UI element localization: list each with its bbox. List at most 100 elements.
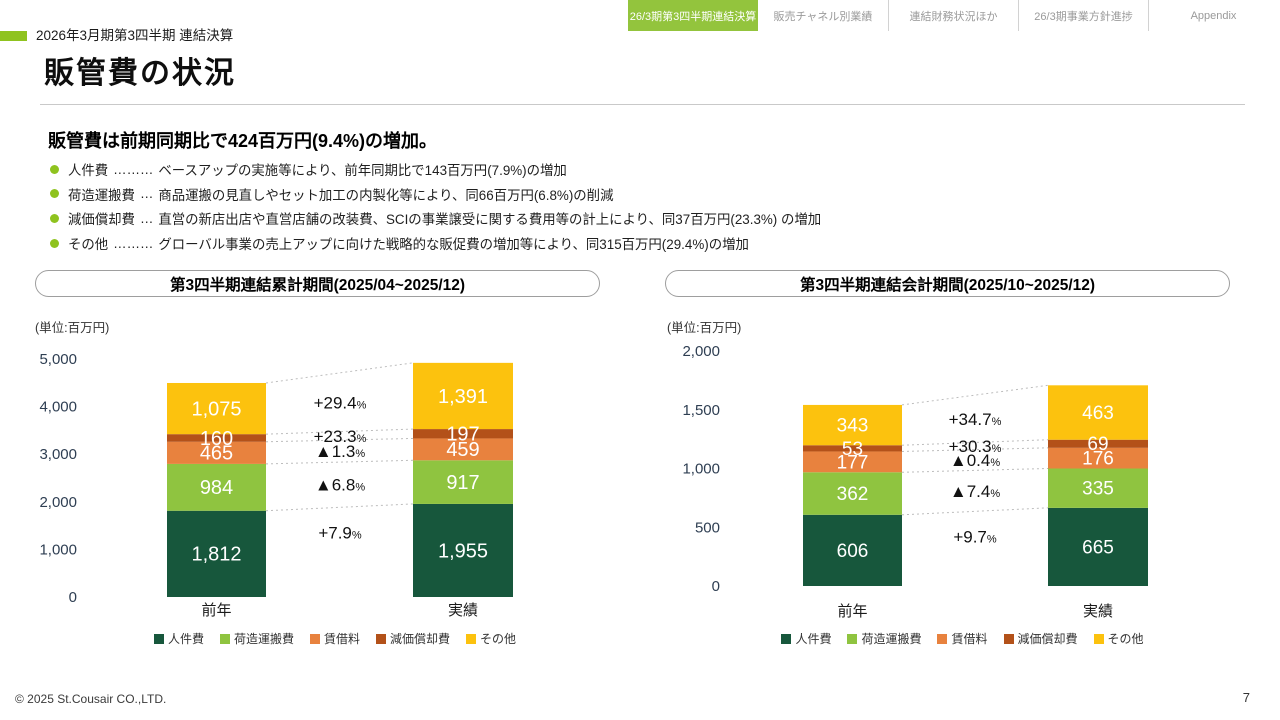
- y-tick-label: 2,000: [682, 343, 720, 360]
- bullet-leader: ………: [113, 161, 154, 177]
- legend-item-荷造運搬費: 荷造運搬費: [219, 630, 294, 647]
- bullet-description: ベースアップの実施等により、前年同期比で143百万円(7.9%)の増加: [158, 163, 567, 179]
- page-number: 7: [1242, 690, 1250, 705]
- nav-tab-4[interactable]: Appendix: [1148, 0, 1278, 31]
- value-label: 606: [837, 541, 869, 562]
- value-label: 1,075: [191, 398, 241, 420]
- connector-line: [901, 384, 1049, 406]
- value-label: 362: [837, 484, 869, 505]
- unit-label: (単位:百万円): [35, 320, 109, 335]
- value-label: 1,812: [191, 544, 241, 566]
- legend-item-人件費: 人件費: [781, 630, 831, 647]
- bullet-term: その他: [68, 237, 109, 253]
- bullet-term: 減価償却費: [68, 212, 135, 228]
- legend-swatch-icon: [847, 633, 858, 644]
- legend-swatch-icon: [1093, 633, 1104, 644]
- bar-segment-その他: [1048, 385, 1148, 440]
- nav-tab-1[interactable]: 販売チャネル別業績: [773, 10, 873, 23]
- change-label: +34.7%: [949, 410, 1002, 429]
- bar-segment-荷造運搬費: [1048, 468, 1148, 508]
- legend-label: その他: [480, 632, 517, 646]
- connector-line: [265, 362, 414, 384]
- legend-item-減価償却費: 減価償却費: [376, 630, 450, 647]
- nav-tab-3[interactable]: 26/3期事業方針進捗: [1018, 0, 1148, 31]
- y-tick-label: 1,000: [682, 461, 720, 478]
- category-label: 実績: [1083, 603, 1113, 620]
- legend-swatch-icon: [219, 633, 230, 644]
- legend-item-賃借料: 賃借料: [937, 630, 988, 647]
- bar-segment-賃借料: [413, 438, 513, 461]
- summary-bullet-0: 人件費……… ベースアップの実施等により、前年同期比で143百万円(7.9%)の増…: [50, 157, 821, 182]
- y-tick-label: 1,000: [39, 541, 77, 558]
- bullet-dot-icon: [50, 164, 59, 174]
- bar-segment-減価償却費: [413, 429, 513, 439]
- legend-item-減価償却費: 減価償却費: [1003, 630, 1078, 647]
- legend-swatch-icon: [153, 633, 164, 644]
- bar-segment-賃借料: [1048, 447, 1148, 469]
- legend-label: 荷造運搬費: [233, 632, 294, 646]
- connector-line: [901, 439, 1049, 446]
- bullet-description: 商品運搬の見直しやセット加工の内製化等により、同66百万円(6.8%)の削減: [158, 187, 614, 203]
- change-label: ▲0.4%: [950, 451, 1000, 470]
- y-tick-label: 500: [695, 519, 720, 536]
- value-label: 1,391: [438, 386, 488, 408]
- bar-segment-人件費: [1048, 507, 1148, 586]
- nav-tab-0[interactable]: 26/3期第3四半期連結決算: [628, 0, 758, 31]
- bar-segment-賃借料: [803, 451, 902, 473]
- bar-segment-減価償却費: [1048, 439, 1148, 448]
- bar-segment-その他: [167, 382, 266, 435]
- y-tick-label: 3,000: [39, 446, 77, 463]
- bar-segment-賃借料: [167, 441, 266, 464]
- value-label: 69: [1087, 434, 1108, 455]
- chart-cumulative-period: (単位:百万円) 0 1,000 2,000 3,000 4,000 5,000 前年 実績 1,…: [35, 320, 513, 619]
- bar-segment-その他: [803, 404, 902, 446]
- value-label: 459: [446, 439, 479, 461]
- bullet-term: 人件費: [68, 163, 109, 179]
- connector-line: [901, 507, 1049, 516]
- y-tick-label: 4,000: [39, 399, 77, 416]
- value-label: 463: [1082, 403, 1114, 424]
- bullet-leader: …: [139, 186, 154, 202]
- legend-label: 荷造運搬費: [861, 632, 922, 646]
- summary-headline: 販管費は前期同期比で424百万円(9.4%)の増加。: [48, 131, 438, 151]
- chart-quarter-period: (単位:百万円) 0 500 1,000 1,500 2,000 前年 実績 606 362 177…: [667, 320, 1148, 620]
- bullet-dot-icon: [50, 189, 59, 199]
- section-header-quarter-period: 第3四半期連結会計期間(2025/10~2025/12): [665, 270, 1230, 297]
- bar-segment-荷造運搬費: [413, 460, 513, 504]
- section-title: 第3四半期連結会計期間(2025/10~2025/12): [799, 276, 1096, 294]
- legend-item-その他: その他: [1093, 630, 1144, 647]
- bar-segment-人件費: [167, 510, 266, 597]
- value-label: 197: [446, 424, 479, 446]
- value-label: 176: [1082, 449, 1114, 470]
- value-label: 465: [200, 443, 233, 465]
- summary-bullet-1: 荷造運搬費… 商品運搬の見直しやセット加工の内製化等により、同66百万円(6.8%…: [50, 182, 821, 207]
- value-label: 917: [446, 472, 479, 494]
- summary-bullet-2: 減価償却費… 直営の新店出店や直営店舗の改装費、SCIの事業譲受に関する費用等の計…: [50, 206, 821, 231]
- y-tick-label: 1,500: [682, 402, 720, 419]
- value-label: 665: [1082, 537, 1114, 558]
- unit-label: (単位:百万円): [667, 320, 741, 335]
- nav-tabs: 26/3期第3四半期連結決算 販売チャネル別業績 連結財務状況ほか 26/3期事業方針…: [628, 0, 1278, 31]
- summary-bullets: 人件費……… ベースアップの実施等により、前年同期比で143百万円(7.9%)の増…: [50, 157, 821, 255]
- legend-cumulative: 人件費 荷造運搬費 賃借料 減価償却費 その他: [35, 630, 635, 647]
- value-label: 1,955: [438, 540, 488, 562]
- page-title: 販管費の状況: [44, 57, 236, 90]
- report-eyebrow: 2026年3月期第3四半期 連結決算: [36, 28, 234, 43]
- change-label: +7.9%: [318, 523, 362, 542]
- category-label: 実績: [448, 602, 478, 619]
- connector-line: [901, 447, 1049, 452]
- bullet-dot-icon: [50, 213, 59, 223]
- change-label: ▲7.4%: [950, 482, 1000, 501]
- title-divider: [40, 104, 1245, 105]
- y-tick-label: 2,000: [39, 494, 77, 511]
- value-label: 177: [837, 452, 869, 473]
- legend-label: その他: [1107, 632, 1144, 646]
- legend-swatch-icon: [376, 633, 386, 644]
- legend-swatch-icon: [937, 633, 948, 644]
- change-label: ▲1.3%: [315, 442, 365, 461]
- nav-tab-2[interactable]: 連結財務状況ほか: [888, 0, 1018, 31]
- value-label: 984: [200, 477, 233, 499]
- bullet-description: グローバル事業の売上アップに向けた戦略的な販促費の増加等により、同315百万円(…: [158, 237, 749, 253]
- category-label: 前年: [201, 602, 231, 619]
